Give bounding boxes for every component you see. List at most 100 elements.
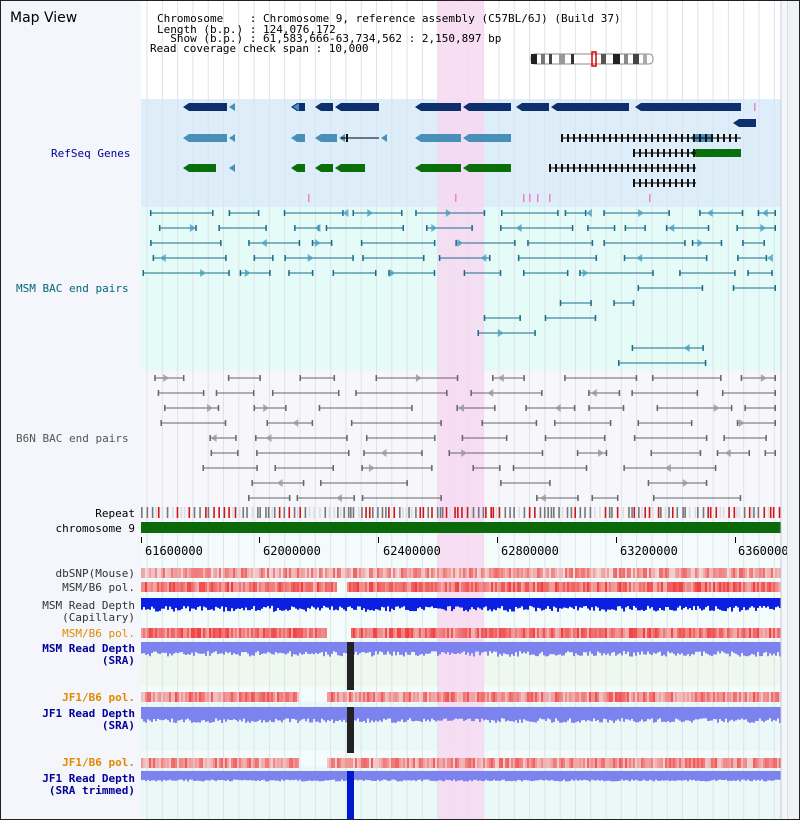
repeat-element xyxy=(193,507,196,518)
track-label-jf1-depth-sra-sub: (SRA) xyxy=(101,719,135,732)
polymorphism-cell xyxy=(143,758,145,768)
read-depth-bar xyxy=(285,598,287,610)
polymorphism-cell xyxy=(551,582,553,592)
read-depth-bar xyxy=(197,707,199,723)
gene-strand-arrow xyxy=(463,164,469,172)
axis-tick-label: 61600000 xyxy=(145,544,203,558)
polymorphism-cell xyxy=(503,692,505,702)
polymorphism-cell xyxy=(329,692,331,702)
polymorphism-cell xyxy=(463,582,465,592)
polymorphism-cell xyxy=(463,758,465,768)
polymorphism-cell xyxy=(559,582,561,592)
repeat-element xyxy=(561,507,564,518)
polymorphism-cell xyxy=(477,628,479,638)
read-depth-bar xyxy=(683,707,685,722)
polymorphism-cell xyxy=(353,582,355,592)
track-label-msm-bac[interactable]: MSM BAC end pairs xyxy=(16,282,129,295)
gene-strand-arrow xyxy=(183,164,189,172)
read-depth-bar xyxy=(597,598,599,608)
read-depth-bar xyxy=(165,707,167,720)
read-depth-bar xyxy=(239,598,241,610)
repeat-element xyxy=(398,507,401,518)
read-depth-bar xyxy=(499,771,501,781)
polymorphism-cell xyxy=(677,758,679,768)
read-depth-bar xyxy=(541,598,543,611)
repeat-element xyxy=(172,507,174,518)
gene-exon xyxy=(469,164,511,172)
read-depth-bar xyxy=(651,598,653,608)
polymorphism-cell xyxy=(357,582,359,592)
polymorphism-cell xyxy=(711,568,713,578)
read-depth-bar xyxy=(577,771,579,781)
read-depth-bar xyxy=(693,642,695,655)
read-depth-bar xyxy=(643,707,645,722)
gene-exon xyxy=(579,164,581,172)
b6n-bac-end xyxy=(652,495,655,501)
read-depth-bar xyxy=(313,642,315,655)
polymorphism-cell xyxy=(395,628,397,638)
read-depth-bar xyxy=(423,707,425,719)
msm-bac-end xyxy=(401,210,403,216)
polymorphism-cell xyxy=(311,628,313,638)
repeat-element xyxy=(251,507,254,518)
read-depth-bar xyxy=(481,598,483,610)
read-depth-bar xyxy=(669,771,671,782)
msm-bac-end xyxy=(374,270,377,276)
polymorphism-cell xyxy=(501,582,503,592)
read-depth-bar xyxy=(641,771,643,781)
read-depth-bar xyxy=(361,707,363,722)
read-depth-bar xyxy=(317,707,319,722)
read-depth-bar xyxy=(497,598,499,608)
polymorphism-cell xyxy=(491,582,493,592)
vertical-scrollbar[interactable] xyxy=(787,1,799,819)
polymorphism-cell xyxy=(397,692,399,702)
read-depth-bar xyxy=(639,598,641,611)
polymorphism-cell xyxy=(547,758,549,768)
polymorphism-cell xyxy=(421,582,423,592)
read-depth-bar xyxy=(261,707,263,723)
read-depth-bar xyxy=(519,707,521,720)
read-depth-bar xyxy=(665,707,667,723)
polymorphism-cell xyxy=(175,628,177,638)
read-depth-bar xyxy=(557,771,559,781)
read-depth-bar xyxy=(389,707,391,719)
read-depth-bar xyxy=(355,642,357,652)
read-depth-bar xyxy=(477,771,479,781)
polymorphism-cell xyxy=(147,758,149,768)
polymorphism-cell xyxy=(457,692,459,702)
b6n-bac-end xyxy=(739,495,742,501)
track-label-jf1-depth-trimmed-sub: (SRA trimmed) xyxy=(48,784,135,797)
read-depth-bar xyxy=(547,642,549,657)
read-depth-bar xyxy=(293,707,295,719)
polymorphism-cell xyxy=(587,568,589,578)
track-label-b6n-bac[interactable]: B6N BAC end pairs xyxy=(16,432,129,445)
read-depth-bar xyxy=(323,642,325,657)
gene-exon xyxy=(321,134,337,142)
read-depth-bar xyxy=(501,771,503,780)
polymorphism-cell xyxy=(273,568,275,578)
read-depth-bar xyxy=(703,642,705,652)
read-depth-bar xyxy=(301,707,303,720)
polymorphism-cell xyxy=(155,568,157,578)
track-label-refseq-genes[interactable]: RefSeq Genes xyxy=(51,147,131,160)
gene-exon xyxy=(621,134,623,142)
read-depth-bar xyxy=(497,707,499,721)
read-depth-bar xyxy=(565,642,567,653)
polymorphism-cell xyxy=(443,568,445,578)
gene-exon xyxy=(549,164,551,172)
polymorphism-cell xyxy=(239,758,241,768)
polymorphism-cell xyxy=(685,628,687,638)
polymorphism-cell xyxy=(455,568,457,578)
polymorphism-cell xyxy=(451,582,453,592)
polymorphism-cell xyxy=(685,758,687,768)
read-depth-bar xyxy=(269,707,271,721)
gene-exon xyxy=(645,149,647,157)
polymorphism-cell xyxy=(763,692,765,702)
polymorphism-cell xyxy=(603,568,605,578)
polymorphism-cell xyxy=(185,582,187,592)
bac-end-arrow xyxy=(487,389,494,397)
gene-exon xyxy=(663,179,665,187)
read-depth-bar xyxy=(523,707,525,720)
polymorphism-cell xyxy=(641,628,643,638)
polymorphism-cell xyxy=(555,628,557,638)
